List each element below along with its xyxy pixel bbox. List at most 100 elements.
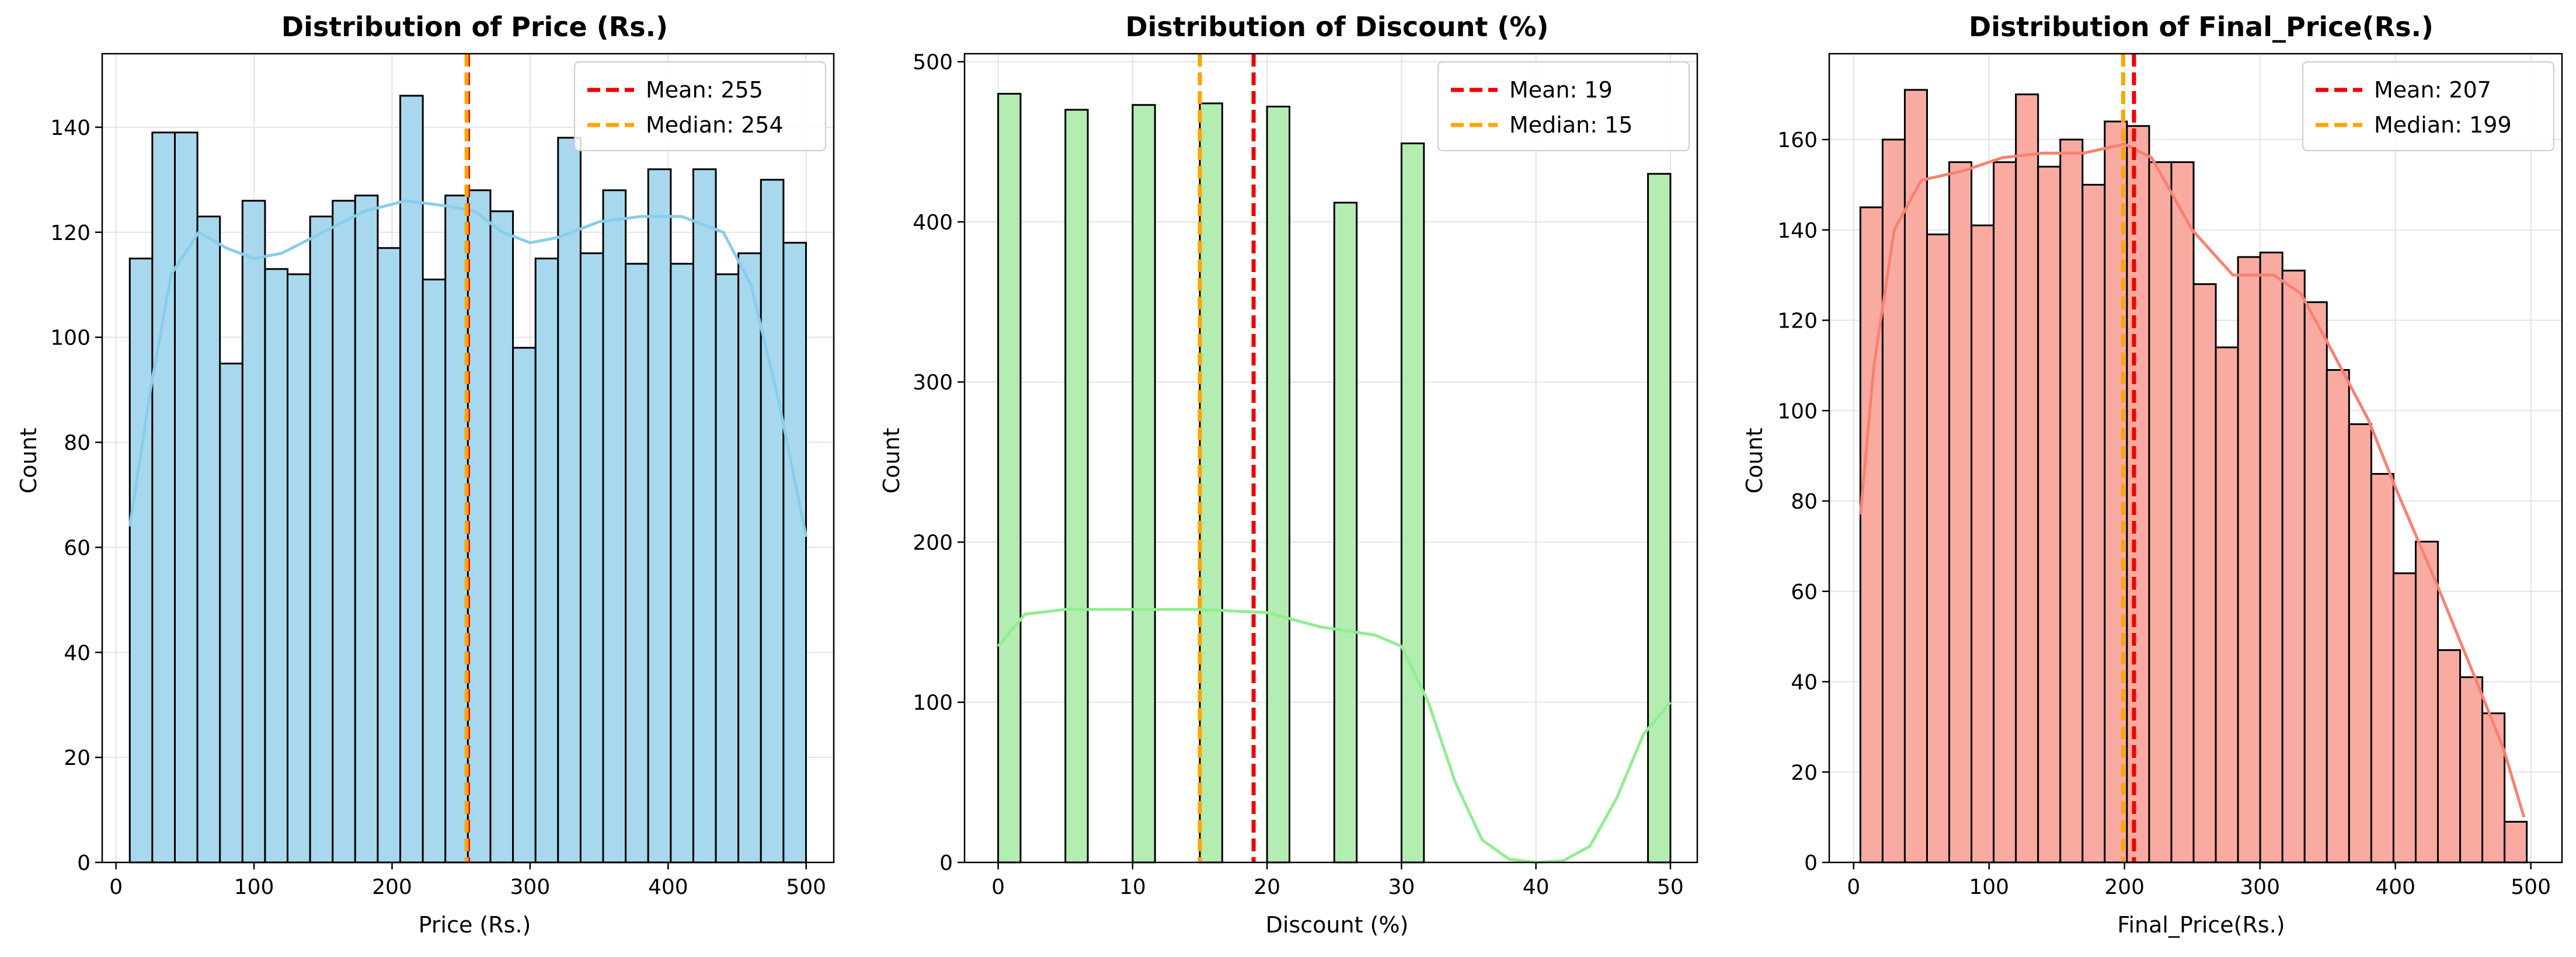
- histogram-bar: [219, 363, 243, 864]
- histogram-bar: [1647, 173, 1672, 864]
- x-tick-label: 100: [234, 875, 274, 899]
- histogram-bar: [1926, 233, 1951, 864]
- histogram-bar: [1859, 206, 1884, 864]
- y-tick-label: 0: [77, 851, 90, 875]
- legend-label: Mean: 255: [646, 77, 763, 103]
- x-tick-label: 30: [1388, 875, 1415, 899]
- histogram-bar: [2148, 161, 2173, 864]
- histogram-bar: [1064, 109, 1089, 864]
- chart-title: Distribution of Discount (%): [1125, 11, 1548, 43]
- histogram-bar: [557, 137, 582, 864]
- histogram-bar: [670, 263, 694, 864]
- legend-label: Median: 254: [646, 112, 784, 138]
- axes-frame: [963, 53, 1698, 864]
- y-tick-label: 40: [1791, 671, 1818, 695]
- histogram-bar: [2237, 256, 2261, 864]
- bars: [997, 54, 1672, 864]
- y-tick-label: 160: [1777, 128, 1818, 152]
- x-tick-label: 20: [1254, 875, 1280, 899]
- histogram-bar: [467, 189, 492, 864]
- histogram-bar: [1266, 106, 1291, 864]
- final-price-histogram-panel: Distribution of Final_Price(Rs.) Final_P…: [1742, 11, 2563, 938]
- x-tick-label: 10: [1119, 875, 1146, 899]
- histogram-bar: [2414, 541, 2439, 864]
- legend: Mean: 19 Median: 15: [1437, 61, 1690, 151]
- histogram-bar: [782, 242, 807, 864]
- histogram-bar: [309, 215, 334, 864]
- x-tick-label: 0: [1847, 875, 1860, 899]
- y-tick-label: 0: [1804, 851, 1818, 875]
- histogram-bar: [2348, 423, 2372, 864]
- legend: Mean: 207 Median: 199: [2302, 61, 2554, 151]
- y-tick-label: 40: [64, 641, 90, 665]
- histogram-bar: [377, 247, 402, 864]
- histogram-bar: [602, 189, 627, 864]
- axes-frame: [1828, 53, 2563, 864]
- y-tick-label: 0: [939, 851, 953, 875]
- histogram-bar: [354, 194, 379, 864]
- x-tick-label: 200: [2104, 875, 2145, 899]
- axes: 0 100 200 300 400 500 0 20 40 60 80 100 120 140 160: [1777, 53, 2563, 899]
- histogram-bar: [997, 93, 1022, 864]
- legend-box: [574, 61, 826, 151]
- legend-label: Mean: 207: [2374, 77, 2491, 103]
- histogram-bar: [2504, 820, 2528, 864]
- histogram-bar: [2370, 473, 2394, 864]
- histogram-bar: [2015, 93, 2039, 864]
- x-axis-label: Discount (%): [1266, 912, 1409, 938]
- histogram-bar: [760, 179, 785, 864]
- y-axis-label: Count: [16, 428, 41, 494]
- histogram-bar: [715, 273, 740, 864]
- kde-curve: [1858, 142, 2526, 818]
- y-tick-label: 140: [1777, 219, 1818, 243]
- legend-label: Mean: 19: [1509, 77, 1613, 103]
- y-tick-label: 120: [1777, 309, 1818, 333]
- histogram-bar: [1132, 104, 1156, 864]
- legend-label: Median: 199: [2374, 112, 2512, 138]
- x-tick-label: 100: [1969, 875, 2009, 899]
- histogram-bar: [1881, 138, 1906, 864]
- legend-label: Median: 15: [1509, 112, 1632, 138]
- price-histogram-panel: Distribution of Price (Rs.) Price (Rs.) …: [16, 11, 835, 938]
- discount-histogram-panel: Distribution of Discount (%) Discount (%…: [879, 11, 1698, 938]
- histogram-bar: [1971, 224, 1995, 864]
- histogram-bar: [512, 347, 537, 864]
- y-axis-label: Count: [1742, 428, 1767, 494]
- histogram-bar: [241, 200, 266, 864]
- x-tick-label: 300: [2240, 875, 2280, 899]
- y-tick-label: 120: [50, 221, 90, 245]
- axes-frame: [101, 53, 835, 864]
- histogram-bar: [2392, 572, 2417, 864]
- histogram-bar: [489, 210, 514, 864]
- histogram-bar: [2170, 161, 2195, 864]
- histogram-bar: [2037, 165, 2062, 864]
- histogram-bar: [196, 215, 221, 864]
- chart-title: Distribution of Final_Price(Rs.): [1969, 11, 2434, 43]
- histogram-bar: [2481, 712, 2506, 864]
- x-tick-label: 300: [510, 875, 551, 899]
- histogram-bar: [579, 252, 604, 864]
- y-tick-label: 80: [64, 431, 90, 455]
- histogram-bar: [2326, 369, 2350, 864]
- histogram-bar: [2303, 301, 2328, 864]
- histogram-bar: [1199, 102, 1223, 864]
- histogram-bar: [332, 200, 356, 864]
- y-tick-label: 60: [1791, 580, 1818, 604]
- histogram-bar: [151, 131, 176, 864]
- kde-curve: [128, 199, 808, 537]
- x-tick-label: 50: [1657, 875, 1684, 899]
- y-tick-label: 300: [913, 371, 953, 395]
- kde-curve: [997, 608, 1672, 864]
- x-tick-label: 500: [786, 875, 826, 899]
- y-tick-label: 80: [1791, 490, 1818, 514]
- histogram-bar: [692, 168, 717, 864]
- y-tick-label: 20: [1791, 761, 1818, 785]
- histogram-bar: [2192, 283, 2217, 864]
- histogram-bar: [444, 194, 469, 864]
- histogram-bar: [2459, 676, 2484, 864]
- chart-title: Distribution of Price (Rs.): [281, 11, 668, 43]
- y-tick-label: 60: [64, 536, 90, 560]
- histogram-bar: [1948, 161, 1973, 864]
- y-axis-label: Count: [879, 428, 904, 494]
